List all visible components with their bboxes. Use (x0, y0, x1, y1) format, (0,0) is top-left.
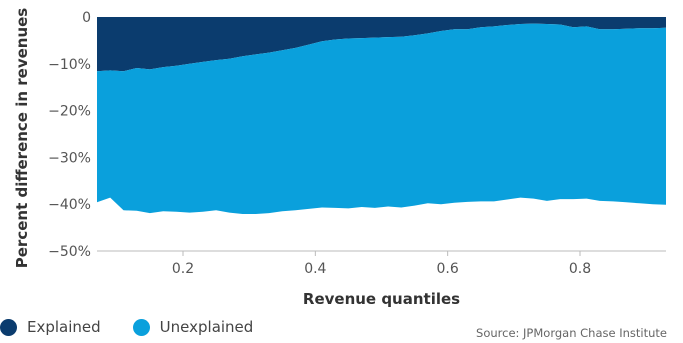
legend-label-unexplained: Unexplained (159, 318, 254, 336)
x-tick-label: 0.8 (569, 261, 591, 277)
legend-swatch-explained (0, 318, 17, 336)
legend-item-explained: Explained (0, 318, 101, 336)
area-explained (97, 17, 666, 72)
y-tick-label: −50% (48, 244, 91, 260)
y-tick-label: −40% (48, 197, 91, 213)
legend-item-unexplained: Unexplained (132, 318, 254, 336)
x-tick-label: 0.6 (437, 261, 459, 277)
x-tick-label: 0.2 (172, 261, 194, 277)
x-axis-ticks: 0.2 0.4 0.6 0.8 (172, 251, 591, 277)
area-unexplained (97, 23, 666, 214)
chart-areas (97, 17, 666, 214)
y-tick-label: −30% (48, 150, 91, 166)
y-tick-label: −10% (48, 57, 91, 73)
y-axis-ticks: 0 −10% −20% −30% −40% −50% (48, 10, 91, 260)
legend-label-explained: Explained (27, 318, 101, 336)
x-axis-title: Revenue quantiles (303, 290, 460, 308)
area-chart: 0.2 0.4 0.6 0.8 0 −10% −20% −30% −40% −50% Reven… (13, 8, 666, 308)
legend-swatch-unexplained (132, 318, 150, 336)
y-tick-label: 0 (82, 10, 91, 26)
legend: Explained Unexplained (0, 318, 285, 336)
y-tick-label: −20% (48, 104, 91, 120)
x-tick-label: 0.4 (304, 261, 326, 277)
source-note: Source: JPMorgan Chase Institute (476, 326, 667, 340)
y-axis-title: Percent difference in revenues (13, 8, 31, 269)
